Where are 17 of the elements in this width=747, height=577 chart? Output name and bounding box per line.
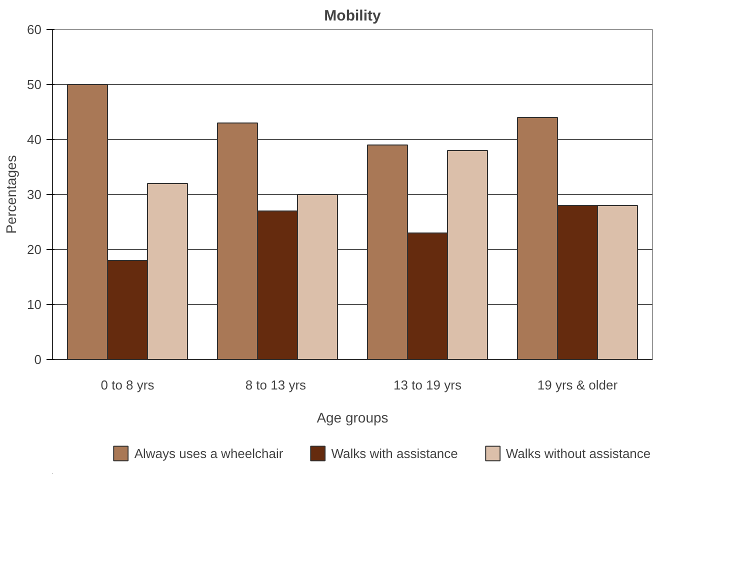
y-tick-label: 40 bbox=[27, 132, 42, 147]
y-tick-label: 50 bbox=[27, 77, 42, 92]
y-tick-label: 0 bbox=[34, 352, 42, 367]
chart-title: Mobility bbox=[324, 8, 382, 24]
x-tick-label: 19 yrs & older bbox=[537, 378, 618, 392]
x-tick-label: 13 to 19 yrs bbox=[394, 378, 462, 392]
y-tick-label: 60 bbox=[27, 22, 42, 37]
x-tick-label: 0 to 8 yrs bbox=[100, 378, 155, 392]
y-tick-label: 20 bbox=[27, 242, 42, 257]
legend-label: Walks without assistance bbox=[506, 446, 651, 460]
x-tick-label: 8 to 13 yrs bbox=[245, 378, 307, 392]
y-axis-title: Percentages bbox=[3, 155, 20, 234]
legend-label: Walks with assistance bbox=[331, 446, 458, 460]
y-tick-label: 30 bbox=[27, 187, 42, 202]
legend-label: Always uses a wheelchair bbox=[134, 446, 284, 460]
y-tick-label: 10 bbox=[27, 297, 42, 312]
x-axis-title: Age groups bbox=[316, 410, 388, 426]
